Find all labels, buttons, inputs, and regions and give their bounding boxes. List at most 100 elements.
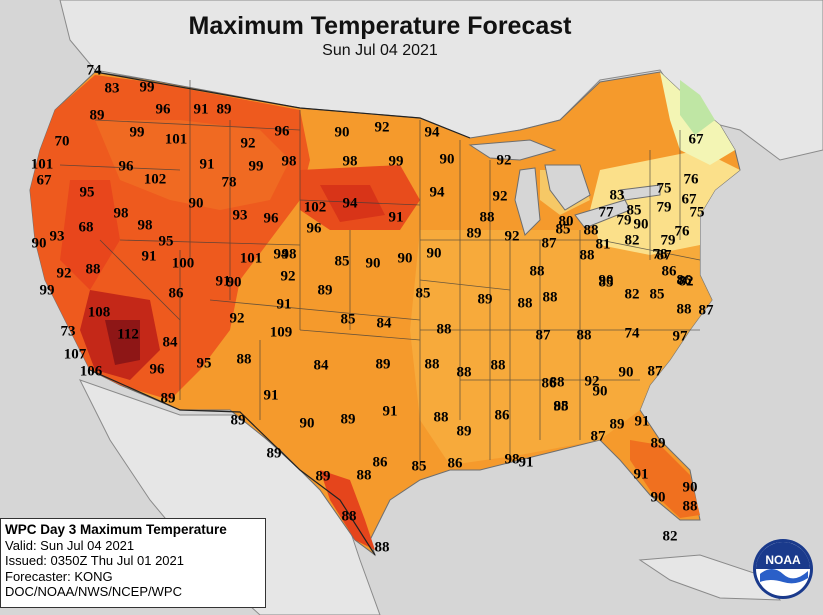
- temperature-value: 89: [650, 435, 666, 452]
- temperature-value: 90: [682, 479, 698, 496]
- temperature-value: 78: [652, 246, 668, 263]
- temperature-value: 95: [553, 398, 569, 415]
- temperature-value: 88: [341, 508, 357, 525]
- temperature-value: 67: [681, 191, 697, 208]
- temperature-value: 90: [299, 415, 315, 432]
- temperature-value: 75: [689, 204, 705, 221]
- legend-box: WPC Day 3 Maximum Temperature Valid: Sun…: [0, 518, 266, 608]
- temperature-value: 86: [494, 407, 510, 424]
- temperature-value: 89: [266, 445, 282, 462]
- temperature-value: 88: [517, 295, 533, 312]
- temperature-value: 88: [436, 321, 452, 338]
- temperature-value: 108: [87, 304, 111, 321]
- temperature-value: 107: [63, 346, 87, 363]
- temperature-value: 89: [375, 356, 391, 373]
- temperature-value: 87: [698, 302, 714, 319]
- temperature-value: 106: [79, 363, 103, 380]
- temperature-value: 89: [456, 423, 472, 440]
- temperature-value: 67: [688, 131, 704, 148]
- temperature-value: 79: [616, 212, 632, 229]
- legend-forecaster: Forecaster: KONG: [5, 568, 113, 584]
- temperature-value: 89: [230, 412, 246, 429]
- temperature-value: 70: [54, 133, 70, 150]
- temperature-value: 91: [518, 454, 534, 471]
- temperature-value: 84: [313, 357, 329, 374]
- legend-valid: Valid: Sun Jul 04 2021: [5, 537, 135, 553]
- temperature-value: 68: [78, 219, 94, 236]
- temperature-value: 101: [30, 156, 54, 173]
- temperature-value: 67: [36, 172, 52, 189]
- temperature-value: 88: [576, 327, 592, 344]
- temperature-value: 79: [656, 199, 672, 216]
- temperature-value: 76: [674, 223, 690, 240]
- temperature-value: 85: [626, 202, 642, 219]
- temperature-value: 88: [579, 247, 595, 264]
- temperature-value: 80: [558, 213, 574, 230]
- temperature-value: 89: [216, 101, 232, 118]
- temperature-value: 101: [164, 131, 188, 148]
- temperature-value: 73: [60, 323, 76, 340]
- temperature-value: 87: [590, 428, 606, 445]
- temperature-value: 88: [549, 374, 565, 391]
- temperature-value: 85: [411, 458, 427, 475]
- temperature-value: 90: [31, 235, 47, 252]
- temperature-value: 95: [158, 233, 174, 250]
- temperature-value: 91: [193, 101, 209, 118]
- legend-issued: Issued: 0350Z Thu Jul 01 2021: [5, 553, 184, 568]
- temperature-value: 89: [160, 390, 176, 407]
- temperature-value: 96: [118, 158, 134, 175]
- temperature-value: 86: [676, 272, 692, 289]
- temperature-value: 96: [155, 101, 171, 118]
- temperature-value: 91: [263, 387, 279, 404]
- temperature-value: 88: [682, 498, 698, 515]
- temperature-value: 88: [529, 263, 545, 280]
- temperature-value: 77: [598, 204, 614, 221]
- lake-huron: [544, 164, 591, 211]
- temperature-value: 88: [490, 357, 506, 374]
- temperature-value: 91: [388, 209, 404, 226]
- temperature-value: 82: [624, 286, 640, 303]
- temperature-value: 109: [269, 324, 293, 341]
- temperature-value: 89: [89, 107, 105, 124]
- temperature-value: 96: [149, 361, 165, 378]
- temperature-value: 90: [365, 255, 381, 272]
- temperature-value: 92: [374, 119, 390, 136]
- temperature-value: 82: [662, 528, 678, 545]
- temperature-value: 92: [496, 152, 512, 169]
- temperature-value: 94: [273, 246, 289, 263]
- temperature-value: 87: [541, 235, 557, 252]
- temperature-value: 88: [553, 398, 569, 415]
- temperature-value: 78: [221, 174, 237, 191]
- temperature-value: 90: [592, 383, 608, 400]
- temperature-value: 88: [356, 467, 372, 484]
- lake-michigan: [514, 167, 541, 236]
- temperature-value: 98: [281, 153, 297, 170]
- temperature-value: 92: [584, 373, 600, 390]
- temperature-value: 92: [56, 265, 72, 282]
- temperature-value: 85: [340, 311, 356, 328]
- temperature-value: 89: [340, 411, 356, 428]
- noaa-logo-text: NOAA: [765, 553, 801, 567]
- temperature-value: 87: [535, 327, 551, 344]
- temperature-value: 85: [598, 274, 614, 291]
- temperature-value: 87: [656, 247, 672, 264]
- mexico-land: [79, 379, 381, 615]
- temperature-value: 92: [240, 135, 256, 152]
- temperature-value: 92: [504, 228, 520, 245]
- temperature-value: 89: [609, 416, 625, 433]
- temperature-value: 94: [342, 195, 358, 212]
- temperature-value: 88: [479, 209, 495, 226]
- temperature-value: 82: [678, 273, 694, 290]
- temperature-value: 89: [317, 282, 333, 299]
- temperature-value: 90: [633, 216, 649, 233]
- temperature-value: 90: [650, 489, 666, 506]
- temperature-value: 94: [424, 124, 440, 141]
- temperature-value: 88: [374, 539, 390, 556]
- temperature-value: 90: [426, 245, 442, 262]
- temperature-value: 85: [555, 221, 571, 238]
- temperature-value: 96: [274, 123, 290, 140]
- temperature-value: 99: [139, 79, 155, 96]
- temperature-value: 97: [672, 328, 688, 345]
- noaa-logo-icon: NOAA: [753, 539, 813, 599]
- map-title: Maximum Temperature Forecast: [188, 12, 572, 40]
